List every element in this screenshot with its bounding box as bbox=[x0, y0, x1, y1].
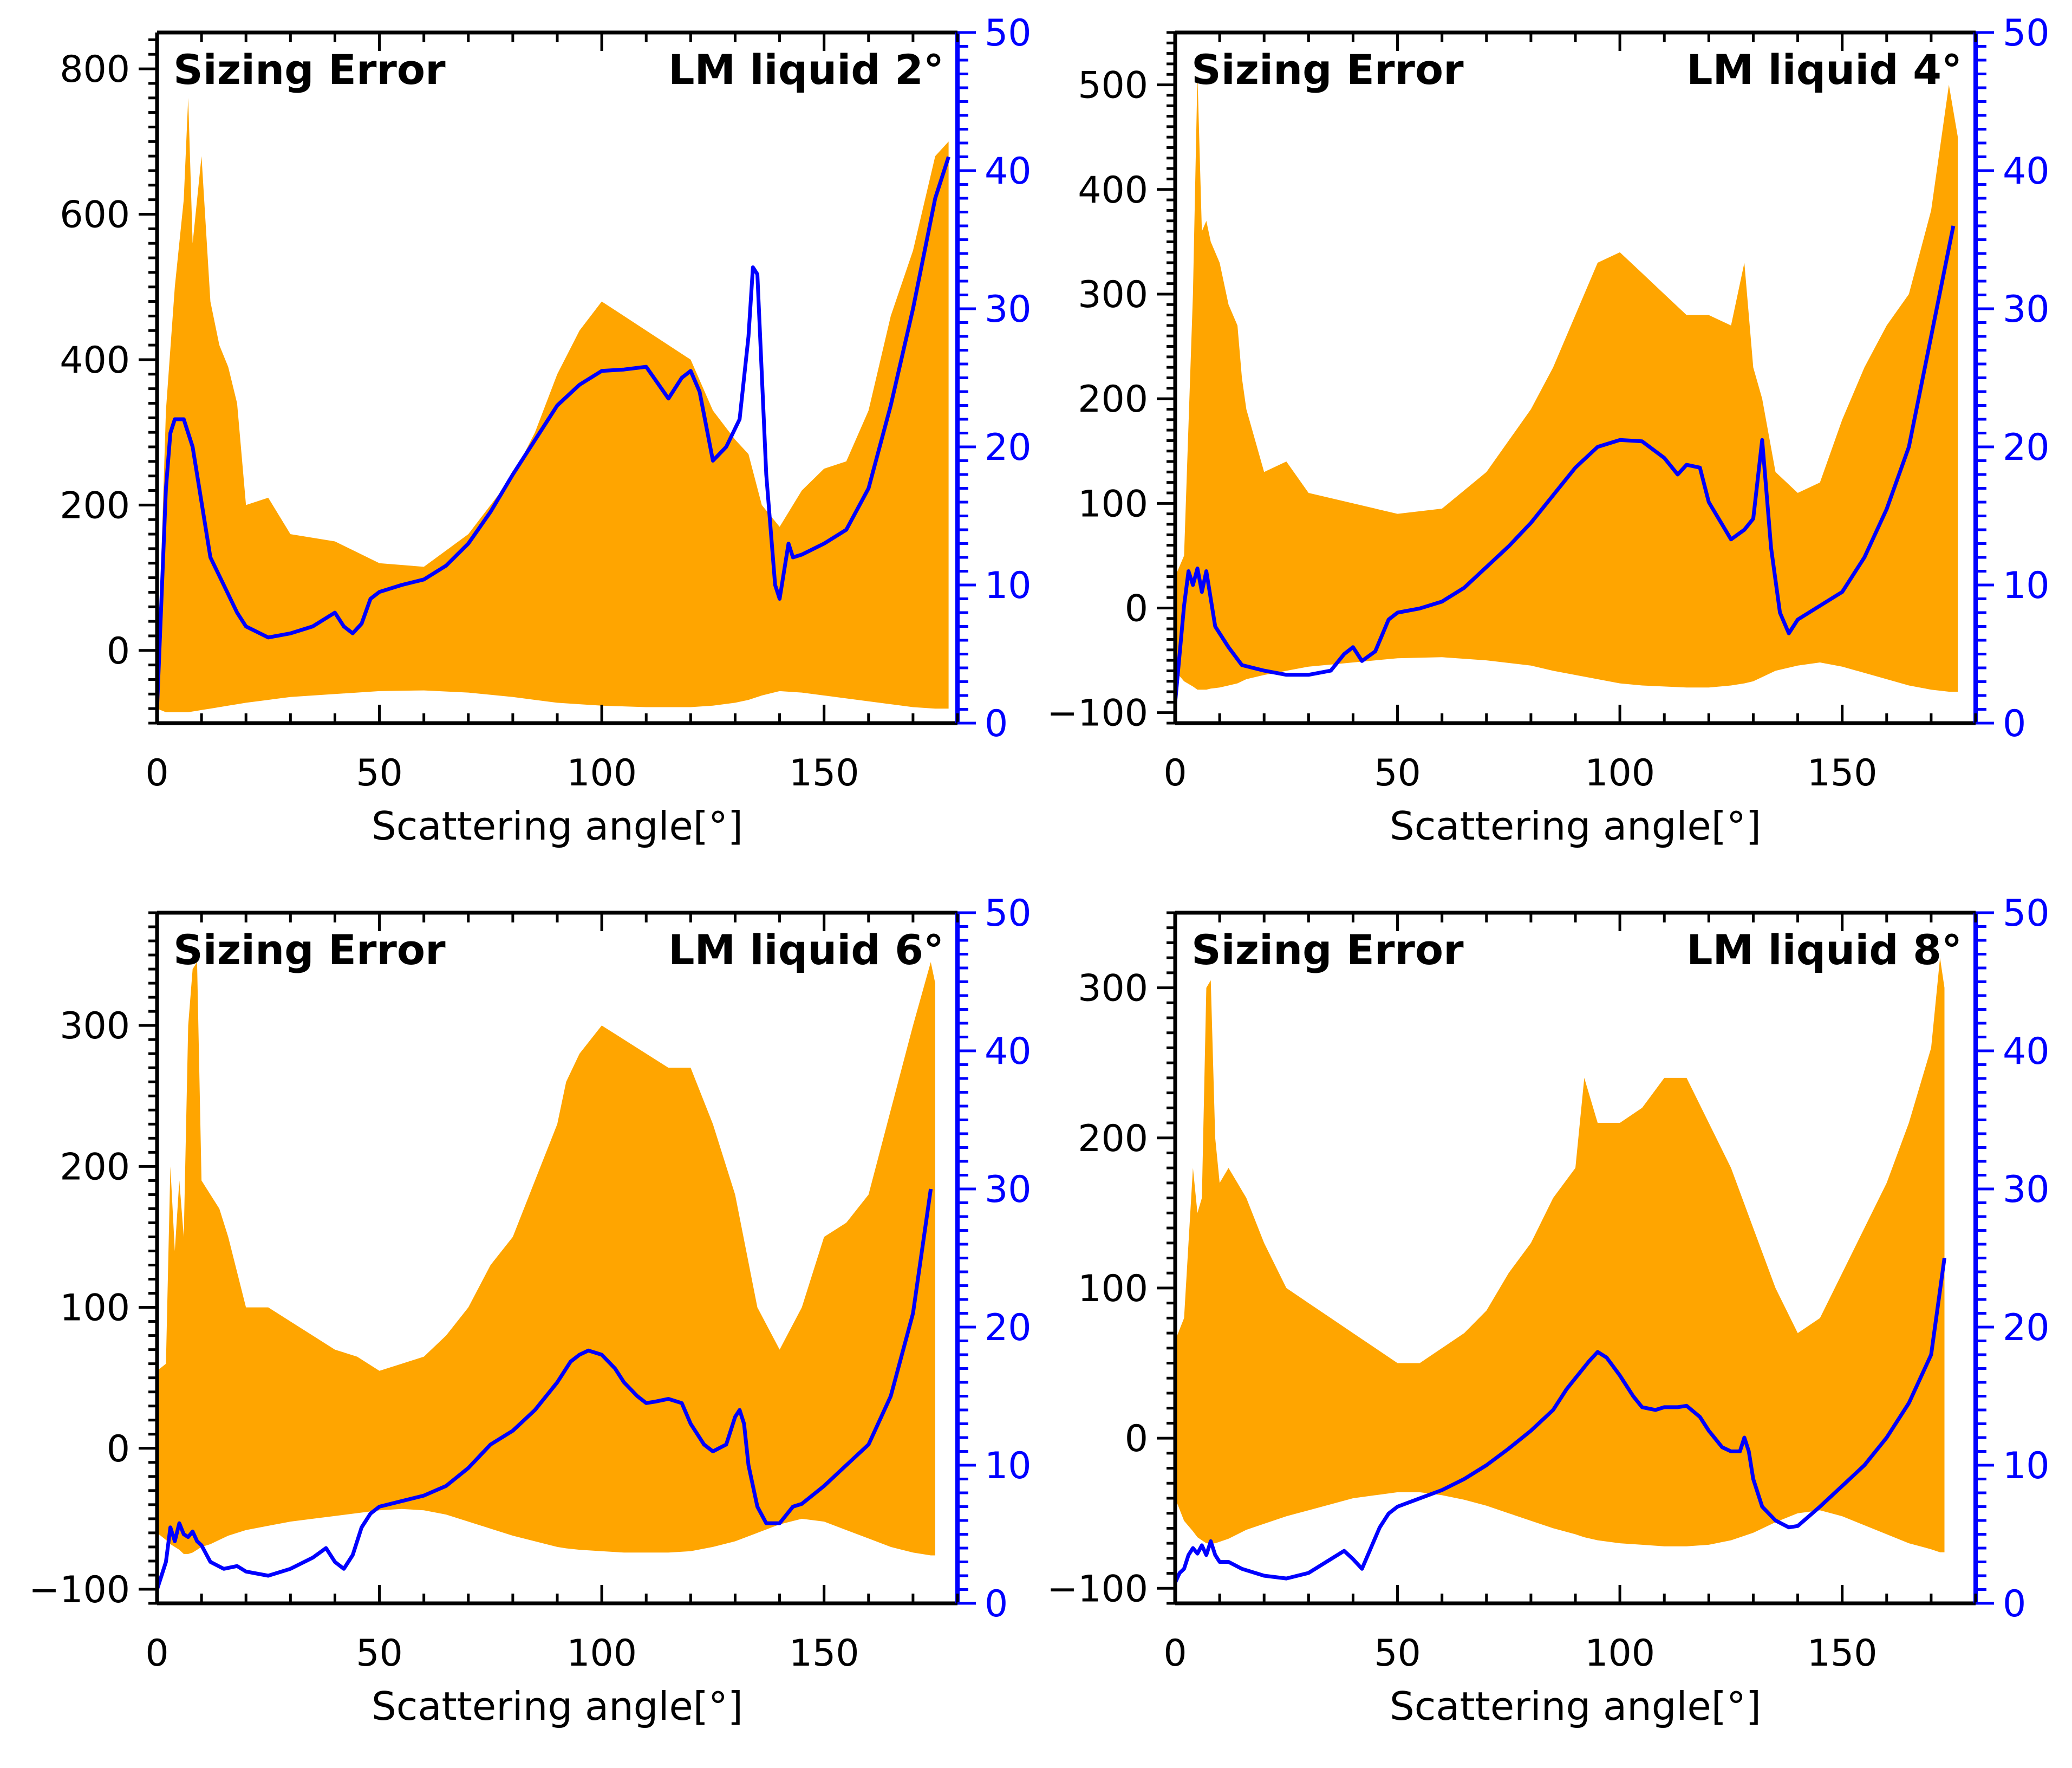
y-left-tick-label: 300 bbox=[60, 1005, 130, 1048]
y-right-tick-label: 0 bbox=[985, 703, 1008, 745]
y-left-tick-label: 100 bbox=[1078, 483, 1148, 525]
spread-band-area bbox=[1175, 958, 1945, 1552]
mean-line bbox=[157, 1188, 933, 1590]
y-right-tick-label: 0 bbox=[2003, 703, 2026, 745]
y-right-tick-label: 10 bbox=[2003, 564, 2050, 607]
spread-band-area bbox=[157, 962, 935, 1556]
x-tick-label: 150 bbox=[789, 1632, 859, 1675]
y-right-tick-label: 40 bbox=[2003, 1030, 2050, 1073]
y-right-tick-label: 30 bbox=[2003, 1168, 2050, 1211]
y-right-tick-label: 30 bbox=[2003, 288, 2050, 331]
spread-band-area bbox=[1175, 74, 1958, 692]
x-tick-label: 0 bbox=[1163, 1632, 1187, 1675]
x-tick-label: 50 bbox=[1374, 752, 1421, 795]
spread-band-area bbox=[157, 98, 949, 712]
chart-panel-2: 0 50 100 150 −100 0 100 200 300 400 500 0 10 20 30 40 50… bbox=[1047, 12, 2049, 849]
y-left-tick-label: 0 bbox=[107, 630, 130, 673]
y-right-tick-label: 10 bbox=[985, 564, 1032, 607]
y-right-tick-label: 50 bbox=[985, 892, 1032, 935]
y-left-tick-label: 600 bbox=[60, 194, 130, 237]
y-right-tick-label: 10 bbox=[2003, 1445, 2050, 1487]
y-left-tick-label: 200 bbox=[1078, 1117, 1148, 1160]
y-left-tick-label: −100 bbox=[1047, 1568, 1148, 1610]
chart-panel-3: 0 50 100 150 −100 0 100 200 300 0 10 20 30 40 50 Sizing… bbox=[29, 892, 1031, 1729]
y-right-tick-label: 40 bbox=[2003, 150, 2050, 193]
x-tick-label: 0 bbox=[1163, 752, 1187, 795]
y-right-tick-label: 10 bbox=[985, 1445, 1032, 1487]
panels: 0 50 100 150020040060080001020304050Sizing … bbox=[29, 12, 2049, 1729]
mean-line bbox=[1175, 225, 1956, 703]
x-tick-label: 50 bbox=[356, 1632, 403, 1675]
plot-area bbox=[1175, 958, 1946, 1584]
x-axis-label: Scattering angle[°] bbox=[1390, 803, 1761, 849]
y-left-tick-label: 0 bbox=[1125, 1418, 1148, 1460]
y-right-tick-label: 0 bbox=[985, 1583, 1008, 1626]
panel-title-right: LM liquid 6° bbox=[668, 926, 944, 974]
y-left-tick-label: 200 bbox=[60, 1146, 130, 1188]
x-tick-label: 100 bbox=[566, 752, 637, 795]
x-axis-label: Scattering angle[°] bbox=[372, 803, 743, 849]
y-left-tick-label: 0 bbox=[107, 1428, 130, 1471]
y-left-tick-label: 200 bbox=[60, 484, 130, 527]
x-tick-label: 50 bbox=[1374, 1632, 1421, 1675]
mean-line bbox=[157, 156, 950, 710]
x-tick-label: 0 bbox=[145, 752, 168, 795]
chart-panel-4: 0 50 100 150 −100 0 100 200 300 0 10 20 30 40 50 Sizing… bbox=[1047, 892, 2049, 1729]
y-left-tick-label: 500 bbox=[1078, 64, 1148, 107]
y-left-tick-label: 400 bbox=[1078, 169, 1148, 212]
panel-title-right: LM liquid 2° bbox=[668, 46, 944, 94]
y-right-tick-label: 20 bbox=[985, 426, 1032, 469]
plot-area bbox=[157, 98, 950, 712]
y-right-tick-label: 50 bbox=[985, 12, 1032, 55]
y-right-tick-label: 20 bbox=[2003, 1306, 2050, 1349]
y-right-tick-label: 30 bbox=[985, 288, 1032, 331]
y-left-tick-label: 0 bbox=[1125, 588, 1148, 630]
x-axis-label: Scattering angle[°] bbox=[372, 1683, 743, 1729]
panel-title-left: Sizing Error bbox=[173, 926, 446, 974]
y-right-tick-label: 20 bbox=[985, 1306, 1032, 1349]
x-tick-label: 0 bbox=[145, 1632, 168, 1675]
plot-area bbox=[1175, 74, 1958, 703]
x-axis-label: Scattering angle[°] bbox=[1390, 1683, 1761, 1729]
mean-line bbox=[1175, 1258, 1946, 1584]
panel-title-left: Sizing Error bbox=[173, 46, 446, 94]
y-left-tick-label: 300 bbox=[1078, 967, 1148, 1010]
y-right-tick-label: 50 bbox=[2003, 12, 2050, 55]
chart-panel-1: 0 50 100 150 0 200 400 600 800 0 10 20 30 40 50 Sizing … bbox=[60, 12, 1031, 849]
panel-title-right: LM liquid 8° bbox=[1686, 926, 1962, 974]
x-tick-label: 100 bbox=[1585, 1632, 1655, 1675]
y-right-tick-label: 40 bbox=[985, 150, 1032, 193]
y-left-tick-label: 100 bbox=[1078, 1268, 1148, 1310]
panel-title-left: Sizing Error bbox=[1191, 46, 1464, 94]
plot-area bbox=[157, 962, 935, 1590]
y-right-tick-label: 20 bbox=[2003, 426, 2050, 469]
y-left-tick-label: −100 bbox=[1047, 692, 1148, 735]
y-left-tick-label: −100 bbox=[29, 1569, 130, 1611]
y-left-tick-label: 100 bbox=[60, 1287, 130, 1330]
y-left-tick-label: 400 bbox=[60, 339, 130, 382]
x-tick-label: 150 bbox=[1807, 752, 1878, 795]
x-tick-label: 150 bbox=[1807, 1632, 1878, 1675]
x-tick-label: 150 bbox=[789, 752, 859, 795]
x-tick-label: 100 bbox=[566, 1632, 637, 1675]
y-left-tick-label: 300 bbox=[1078, 274, 1148, 316]
panel-title-left: Sizing Error bbox=[1191, 926, 1464, 974]
y-right-tick-label: 30 bbox=[985, 1168, 1032, 1211]
x-tick-label: 100 bbox=[1585, 752, 1655, 795]
x-tick-label: 50 bbox=[356, 752, 403, 795]
y-right-tick-label: 50 bbox=[2003, 892, 2050, 935]
panel-title-right: LM liquid 4° bbox=[1686, 46, 1962, 94]
y-left-tick-label: 800 bbox=[60, 48, 130, 91]
y-right-tick-label: 40 bbox=[985, 1030, 1032, 1073]
y-right-tick-label: 0 bbox=[2003, 1583, 2026, 1626]
y-left-tick-label: 200 bbox=[1078, 378, 1148, 421]
